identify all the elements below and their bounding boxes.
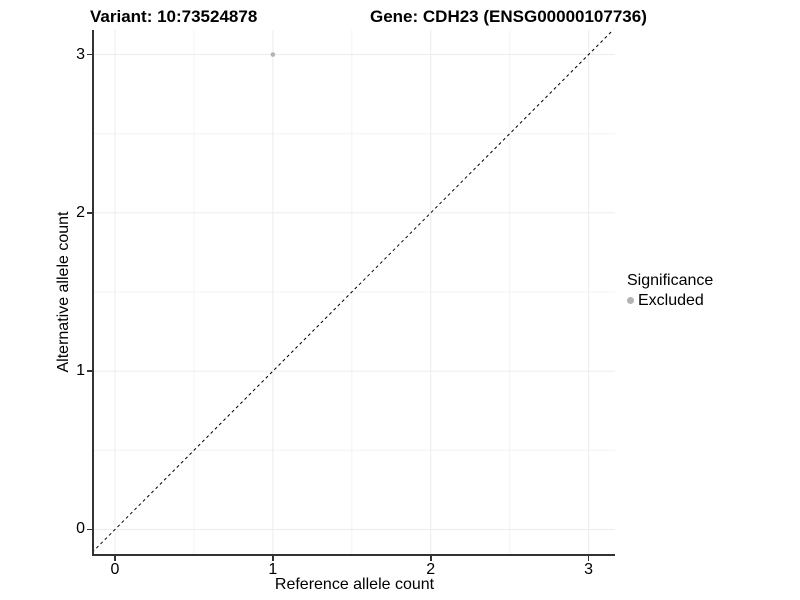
- x-tick-label: 1: [268, 561, 278, 578]
- x-tick-label: 0: [110, 561, 120, 578]
- plot-title-gene: Gene: CDH23 (ENSG00000107736): [370, 7, 647, 26]
- x-tick-label: 3: [584, 561, 594, 578]
- x-tick-mark: [114, 556, 116, 561]
- legend-point-icon: [627, 297, 634, 304]
- y-tick-mark: [87, 53, 92, 56]
- x-axis-title: Reference allele count: [274, 576, 435, 593]
- x-tick-mark: [587, 556, 590, 561]
- chart-canvas: [94, 30, 615, 554]
- plot-panel: [94, 30, 615, 554]
- x-tick-mark: [272, 556, 274, 561]
- legend-item-excluded: Excluded: [627, 291, 713, 310]
- x-axis-line: [92, 554, 615, 556]
- y-tick-mark: [87, 212, 92, 214]
- y-tick-label: 2: [76, 203, 85, 221]
- legend-title: Significance: [627, 272, 714, 289]
- y-axis-line: [92, 30, 94, 556]
- y-axis-title: Alternative allele count: [55, 211, 72, 373]
- legend-item-label: Excluded: [638, 292, 704, 309]
- x-tick-mark: [430, 556, 432, 561]
- y-tick-mark: [87, 370, 92, 372]
- y-tick-label: 0: [76, 520, 85, 538]
- y-tick-mark: [87, 528, 92, 531]
- y-tick-label: 1: [76, 362, 85, 380]
- data-point: [270, 52, 276, 57]
- x-tick-label: 2: [426, 561, 436, 578]
- plot-title-variant: Variant: 10:73524878: [90, 7, 258, 26]
- legend: Significance Excluded: [627, 271, 713, 310]
- y-tick-label: 3: [76, 45, 85, 63]
